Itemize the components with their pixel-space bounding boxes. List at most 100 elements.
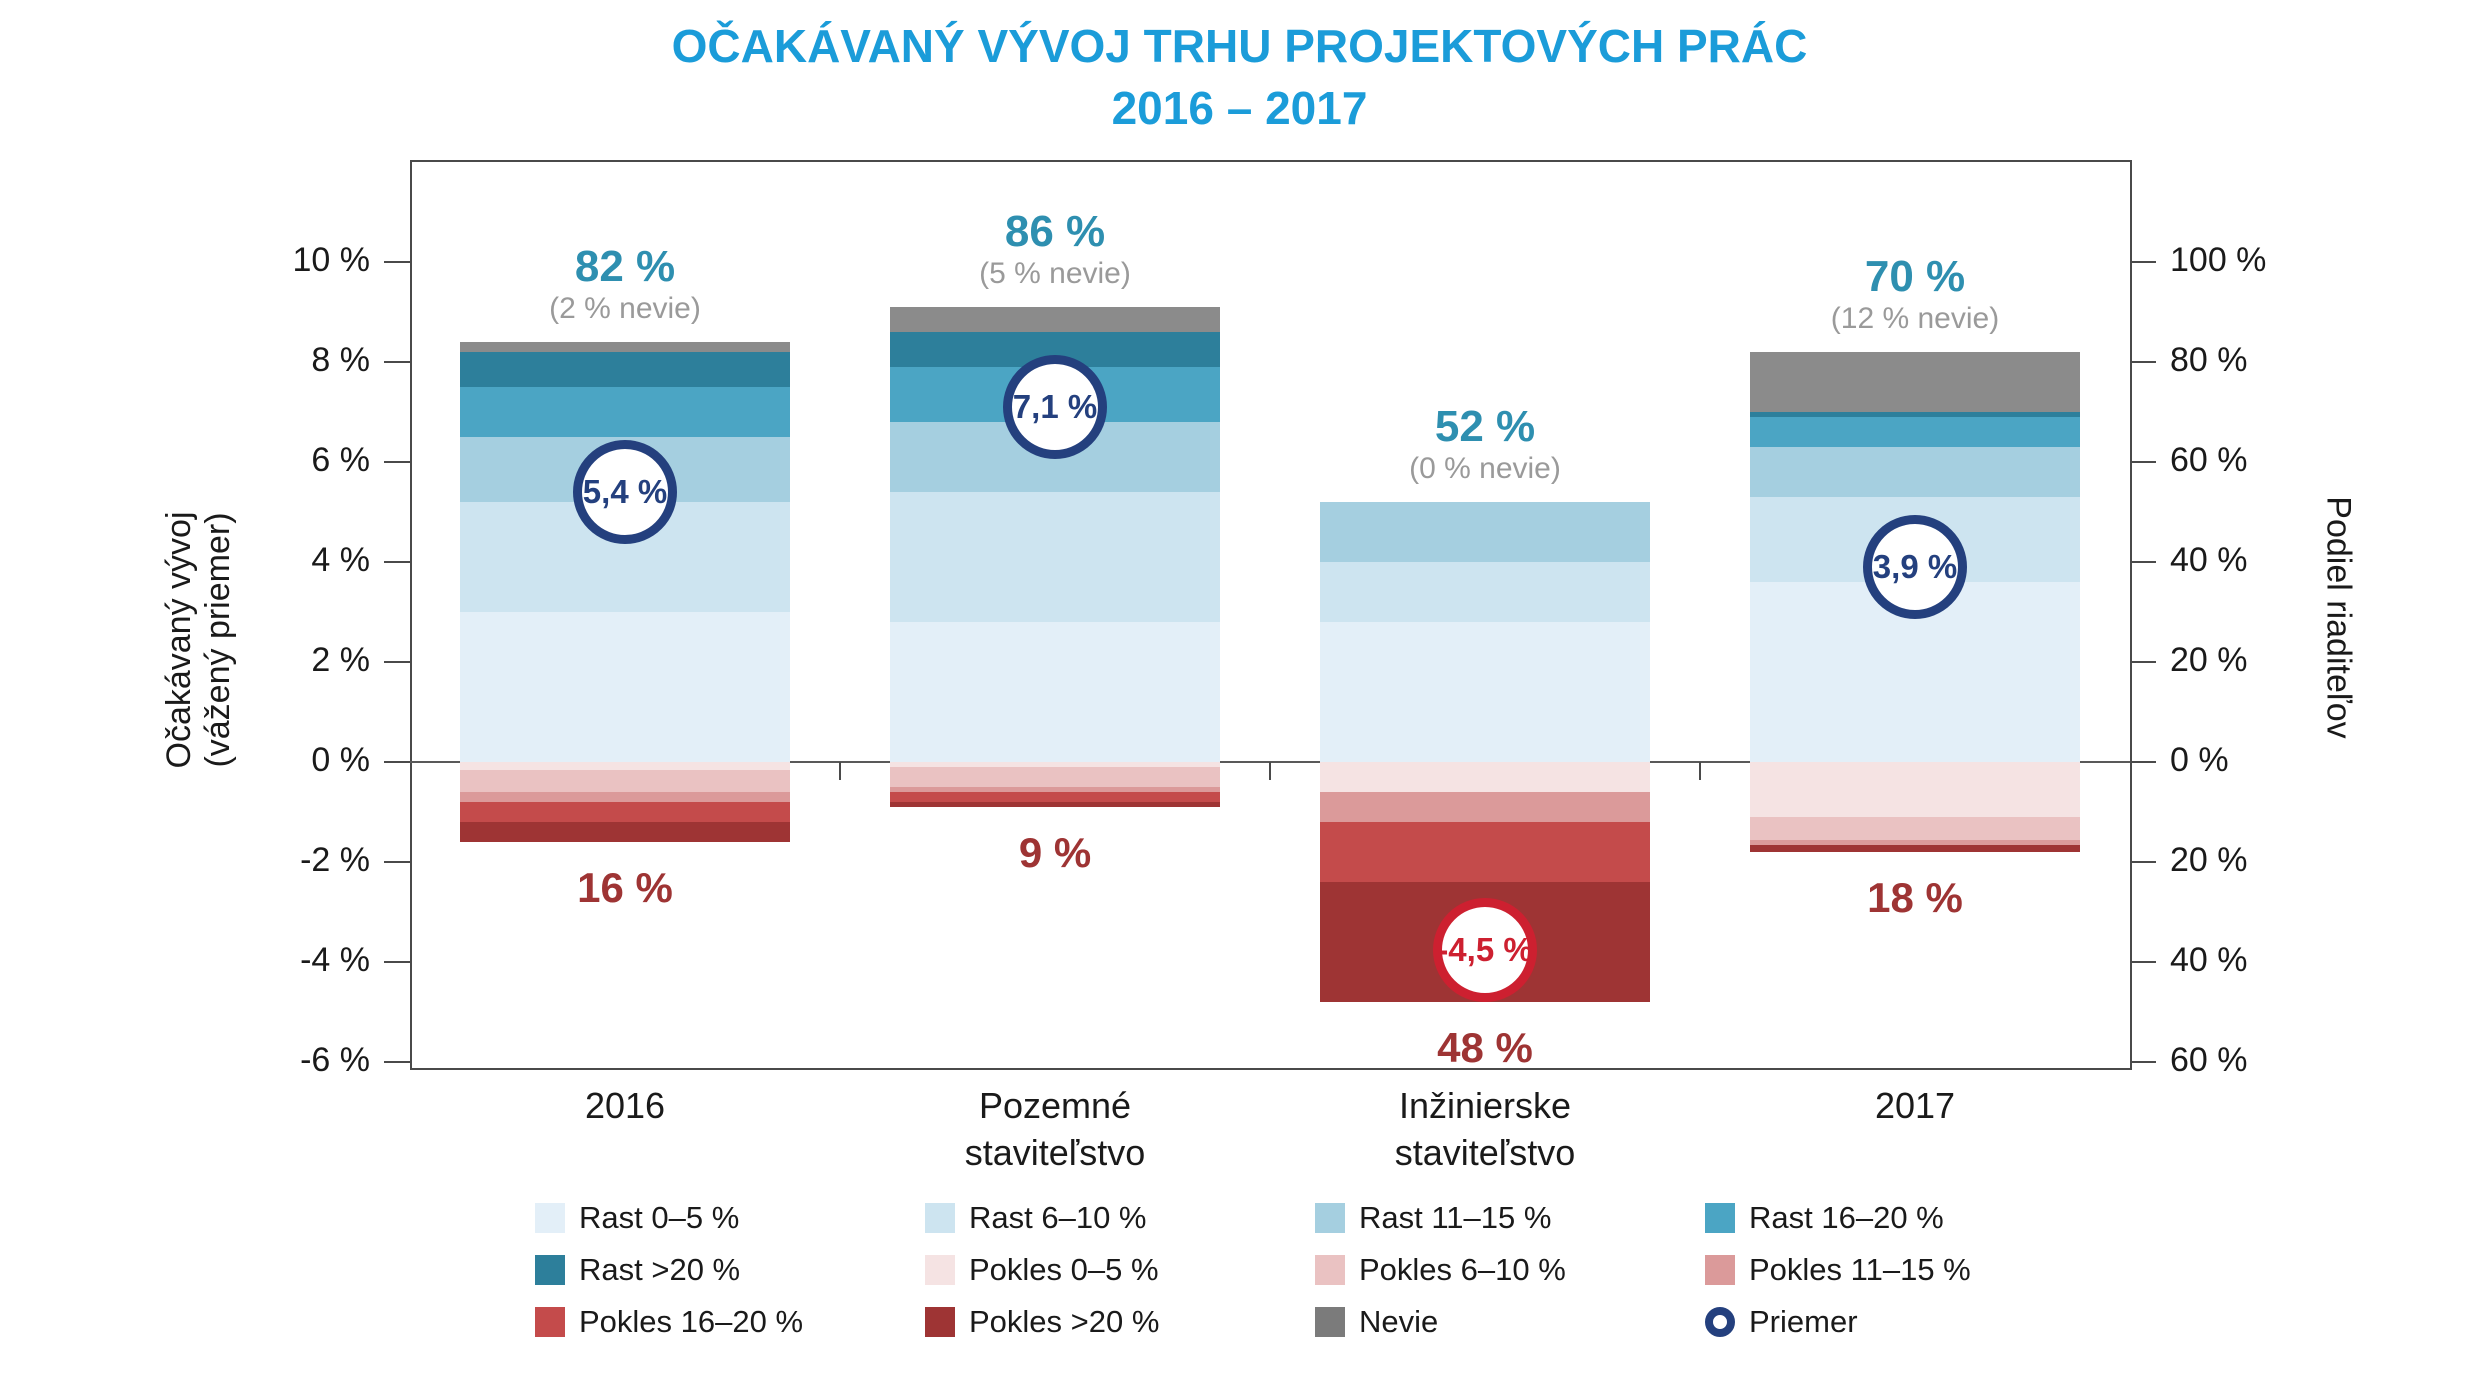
- nevie-note-label: (2 % nevie): [549, 292, 701, 325]
- legend-item-label: Rast 16–20 %: [1749, 1200, 1944, 1235]
- growth-total-label: 70 %: [1864, 252, 1966, 301]
- legend-item-label: Pokles 11–15 %: [1749, 1252, 1971, 1287]
- priemer-average-marker: -4,5 %: [1433, 898, 1537, 1002]
- right-axis-tick: [2130, 361, 2156, 363]
- legend-item-label: Rast 0–5 %: [579, 1200, 740, 1235]
- bar-segment-pokles-16-20-: [1320, 822, 1650, 882]
- x-axis-category-label-line: Inžinierske: [1398, 1085, 1572, 1126]
- growth-total-label: 82 %: [574, 242, 676, 291]
- x-axis-category-label-line: 2016: [584, 1085, 666, 1126]
- bar-segment-pokles-16-20-: [890, 792, 1220, 802]
- bar-segment-pokles-0-5-: [460, 762, 790, 770]
- legend-color-swatch: [1315, 1307, 1345, 1337]
- left-axis-tick-label: 4 %: [311, 541, 370, 579]
- right-axis-tick: [2130, 961, 2156, 963]
- legend-item-nevie: Nevie: [1315, 1304, 1438, 1340]
- right-axis-tick-label: 60 %: [2170, 441, 2248, 479]
- legend-item-priemer: Priemer: [1705, 1304, 1858, 1340]
- x-axis-category-label: Pozemné staviteľstvo: [840, 1082, 1270, 1176]
- right-axis-tick-label: 0 %: [2170, 741, 2229, 779]
- right-axis-tick-label: 100 %: [2170, 241, 2267, 279]
- bar-segment-pokles-11-15-: [460, 792, 790, 802]
- legend-color-swatch: [925, 1203, 955, 1233]
- legend-color-swatch: [535, 1255, 565, 1285]
- right-axis-tick: [2130, 461, 2156, 463]
- right-axis-tick-label: 20 %: [2170, 641, 2248, 679]
- legend-item-label: Pokles 16–20 %: [579, 1304, 804, 1339]
- nevie-note-label: (5 % nevie): [979, 257, 1131, 290]
- left-axis-tick-label: 8 %: [311, 341, 370, 379]
- growth-total-label: 52 %: [1434, 402, 1536, 451]
- bar-segment-rast-11-15-: [1320, 502, 1650, 562]
- left-axis-tick: [384, 661, 410, 663]
- right-axis-tick-label: 40 %: [2170, 541, 2248, 579]
- bar-segment-pokles-11-15-: [890, 787, 1220, 792]
- x-axis-boundary-tick: [839, 762, 841, 780]
- bar-segment-rast-16-20-: [1750, 417, 2080, 447]
- legend-color-swatch: [925, 1307, 955, 1337]
- legend-item-label: Pokles 6–10 %: [1359, 1252, 1566, 1287]
- priemer-average-marker: 7,1 %: [1003, 355, 1107, 459]
- legend-item-label: Priemer: [1749, 1304, 1858, 1339]
- x-axis-category-label-line: Pozemné: [978, 1085, 1132, 1126]
- decline-total-label: 16 %: [577, 864, 673, 911]
- legend-color-swatch: [1315, 1203, 1345, 1233]
- bar-segment-pokles-0-5-: [1750, 762, 2080, 817]
- legend-item-label: Pokles 0–5 %: [969, 1252, 1159, 1287]
- right-axis-tick-label: 20 %: [2170, 841, 2248, 879]
- legend-item-label: Nevie: [1359, 1304, 1439, 1339]
- legend-color-swatch: [535, 1307, 565, 1337]
- left-axis-tick: [384, 761, 410, 763]
- bar-segment-rast-0-5-: [890, 622, 1220, 762]
- legend-item-pokles-16-20-: Pokles 16–20 %: [535, 1304, 803, 1340]
- left-axis-tick-label: -4 %: [300, 941, 370, 979]
- legend-item-label: Rast 11–15 %: [1359, 1200, 1552, 1235]
- right-axis-tick: [2130, 261, 2156, 263]
- legend-item-label: Rast 6–10 %: [969, 1200, 1147, 1235]
- chart-title-line1: OČAKÁVANÝ VÝVOJ TRHU PROJEKTOVÝCH PRÁC: [671, 20, 1808, 72]
- right-axis-tick-label: 80 %: [2170, 341, 2248, 379]
- bar-segment-nevie: [460, 342, 790, 352]
- bar-segment-pokles-6-10-: [460, 769, 790, 792]
- bar-segment-pokles-16-20-: [460, 802, 790, 822]
- legend-item-pokles-11-15-: Pokles 11–15 %: [1705, 1252, 1971, 1288]
- bar-segment-rast-6-10-: [890, 492, 1220, 622]
- legend-item-rast-16-20-: Rast 16–20 %: [1705, 1200, 1944, 1236]
- bar-segment-pokles-20-: [460, 822, 790, 842]
- left-axis-tick: [384, 1061, 410, 1063]
- left-axis-tick-label: -2 %: [300, 841, 370, 879]
- bar-segment-pokles-6-10-: [1750, 817, 2080, 840]
- bar-segment-rast-11-15-: [1750, 447, 2080, 497]
- bar-segment-rast-0-5-: [1320, 622, 1650, 762]
- legend-color-swatch: [925, 1255, 955, 1285]
- priemer-average-marker: 3,9 %: [1863, 515, 1967, 619]
- decline-total-label: 9 %: [1018, 829, 1092, 876]
- legend-color-swatch: [535, 1203, 565, 1233]
- left-axis-tick-label: 2 %: [311, 641, 370, 679]
- legend-item-label: Pokles >20 %: [969, 1304, 1160, 1339]
- decline-total-label: 48 %: [1437, 1024, 1533, 1071]
- right-axis-tick: [2130, 661, 2156, 663]
- legend-item-rast-11-15-: Rast 11–15 %: [1315, 1200, 1551, 1236]
- legend-item-pokles-20-: Pokles >20 %: [925, 1304, 1159, 1340]
- right-axis-tick-label: 60 %: [2170, 1041, 2248, 1079]
- bar-segment-pokles-11-15-: [1320, 792, 1650, 822]
- bar-segment-rast-16-20-: [460, 387, 790, 437]
- bar-segment-pokles-20-: [1750, 844, 2080, 852]
- bar-segment-nevie: [890, 307, 1220, 332]
- bar-segment-pokles-11-15-: [1750, 839, 2080, 845]
- right-axis-tick: [2130, 861, 2156, 863]
- priemer-circle-icon: [1705, 1307, 1735, 1337]
- left-axis-tick-label: 0 %: [311, 741, 370, 779]
- bar-segment-rast-20-: [1750, 412, 2080, 417]
- x-axis-category-label: 2016: [410, 1082, 840, 1129]
- nevie-note-label: (0 % nevie): [1409, 452, 1561, 485]
- priemer-average-marker: 5,4 %: [573, 440, 677, 544]
- bar-segment-pokles-20-: [890, 802, 1220, 807]
- bar-segment-rast-6-10-: [1320, 562, 1650, 622]
- bar-segment-pokles-6-10-: [890, 767, 1220, 787]
- bar-segment-rast-0-5-: [460, 612, 790, 762]
- growth-total-label: 86 %: [1004, 207, 1106, 256]
